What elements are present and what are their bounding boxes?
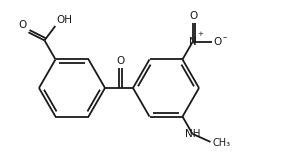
Text: O: O [117, 56, 125, 66]
Text: O: O [213, 37, 222, 47]
Text: O: O [18, 20, 27, 30]
Text: N: N [189, 37, 196, 47]
Text: OH: OH [56, 15, 72, 25]
Text: CH₃: CH₃ [212, 138, 231, 148]
Text: NH: NH [185, 129, 200, 139]
Text: –: – [223, 34, 227, 43]
Text: +: + [198, 31, 203, 37]
Text: O: O [189, 11, 198, 21]
